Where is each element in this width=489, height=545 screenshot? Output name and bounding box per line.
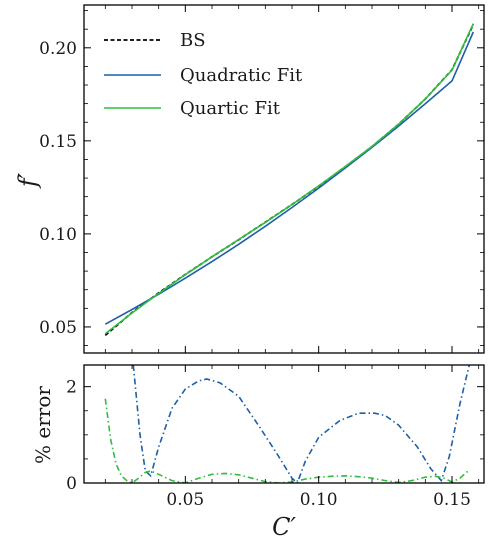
bottom-y-axis-label: % error xyxy=(31,386,55,464)
bottom-series-group xyxy=(104,365,471,483)
top-y-tick-label-2: 0.15 xyxy=(39,132,77,152)
top-panel: 0.05 0.10 0.15 0.20 f′ BS Quadratic Fit Qua… xyxy=(14,4,485,354)
bottom-plot-frame xyxy=(83,364,485,484)
bottom-series-line-0 xyxy=(132,365,471,483)
top-series-line-1 xyxy=(104,31,475,325)
legend-label-quartic: Quartic Fit xyxy=(180,98,281,119)
bottom-series-line-1 xyxy=(104,398,469,483)
top-series-group xyxy=(104,23,475,336)
top-y-tick-label-1: 0.10 xyxy=(39,225,77,245)
x-tick-label-2: 0.15 xyxy=(433,490,471,510)
top-plot-frame xyxy=(83,4,485,354)
bottom-ticks-group: 0.05 0.10 0.15 0 2 xyxy=(66,365,484,510)
legend-label-bs: BS xyxy=(180,30,206,51)
x-tick-label-1: 0.10 xyxy=(300,490,338,510)
legend-label-quadratic: Quadratic Fit xyxy=(180,65,303,86)
x-axis-label: C′ xyxy=(272,513,296,541)
bottom-panel: 0.05 0.10 0.15 0 2 % error C′ xyxy=(31,364,485,541)
top-series-line-2 xyxy=(104,23,475,335)
top-y-tick-label-3: 0.20 xyxy=(39,39,77,59)
top-y-axis-label: f′ xyxy=(14,172,42,189)
legend: BS Quadratic Fit Quartic Fit xyxy=(104,30,303,119)
top-y-tick-label-0: 0.05 xyxy=(39,318,77,338)
bottom-y-tick-label-0: 0 xyxy=(66,474,77,494)
x-tick-label-0: 0.05 xyxy=(166,490,204,510)
bottom-y-tick-label-1: 2 xyxy=(66,378,77,398)
top-ticks-group: 0.05 0.10 0.15 0.20 xyxy=(39,5,484,353)
